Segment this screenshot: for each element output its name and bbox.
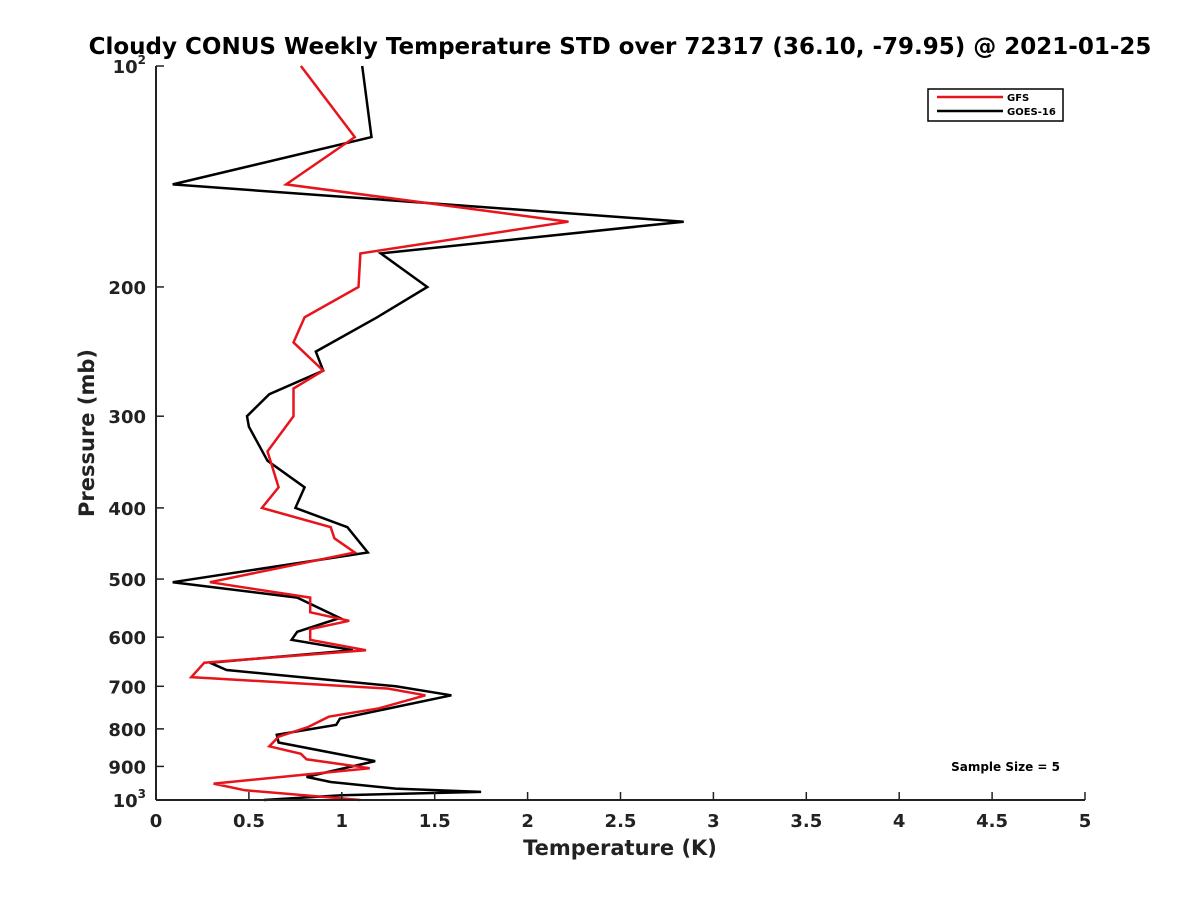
y-tick-label: 400 — [108, 499, 146, 520]
series-line-goes-16 — [172, 65, 684, 802]
legend: GFS GOES-16 — [927, 88, 1064, 122]
y-axis-label: Pressure (mb) — [75, 349, 99, 517]
x-tick-label: 5 — [1079, 811, 1092, 832]
x-tick-label: 1.5 — [419, 811, 451, 832]
series-line-gfs — [188, 65, 569, 802]
x-axis-label: Temperature (K) — [523, 836, 717, 860]
y-tick-label: 600 — [108, 628, 146, 649]
x-tick-label: 2.5 — [605, 811, 637, 832]
legend-label-goes-16: GOES-16 — [1007, 107, 1056, 118]
y-ticks: 102 200 300 400 500 600 700 800 900 103 — [108, 53, 164, 812]
x-tick-label: 0.5 — [233, 811, 265, 832]
x-tick-label: 2 — [521, 811, 534, 832]
y-tick-label: 200 — [108, 278, 146, 299]
y-tick-label: 900 — [108, 757, 146, 778]
x-tick-label: 4.5 — [976, 811, 1008, 832]
chart-title: Cloudy CONUS Weekly Temperature STD over… — [89, 34, 1152, 60]
axes-layer — [155, 66, 1085, 801]
y-tick-label: 700 — [108, 677, 146, 698]
x-tick-label: 4 — [893, 811, 906, 832]
x-ticks: 0 0.5 1 1.5 2 2.5 3 3.5 4 4.5 5 — [150, 792, 1092, 832]
sample-size-annotation: Sample Size = 5 — [951, 760, 1060, 774]
y-tick-label: 800 — [108, 720, 146, 741]
legend-label-gfs: GFS — [1007, 93, 1029, 104]
x-tick-label: 3 — [707, 811, 720, 832]
y-tick-label: 500 — [108, 570, 146, 591]
y-tick-label: 103 — [113, 787, 146, 812]
series-layer — [172, 65, 684, 802]
x-tick-label: 1 — [336, 811, 349, 832]
y-tick-label: 102 — [113, 53, 146, 78]
y-tick-label: 300 — [108, 407, 146, 428]
x-tick-label: 0 — [150, 811, 163, 832]
legend-box — [927, 88, 1064, 122]
x-tick-label: 3.5 — [790, 811, 822, 832]
